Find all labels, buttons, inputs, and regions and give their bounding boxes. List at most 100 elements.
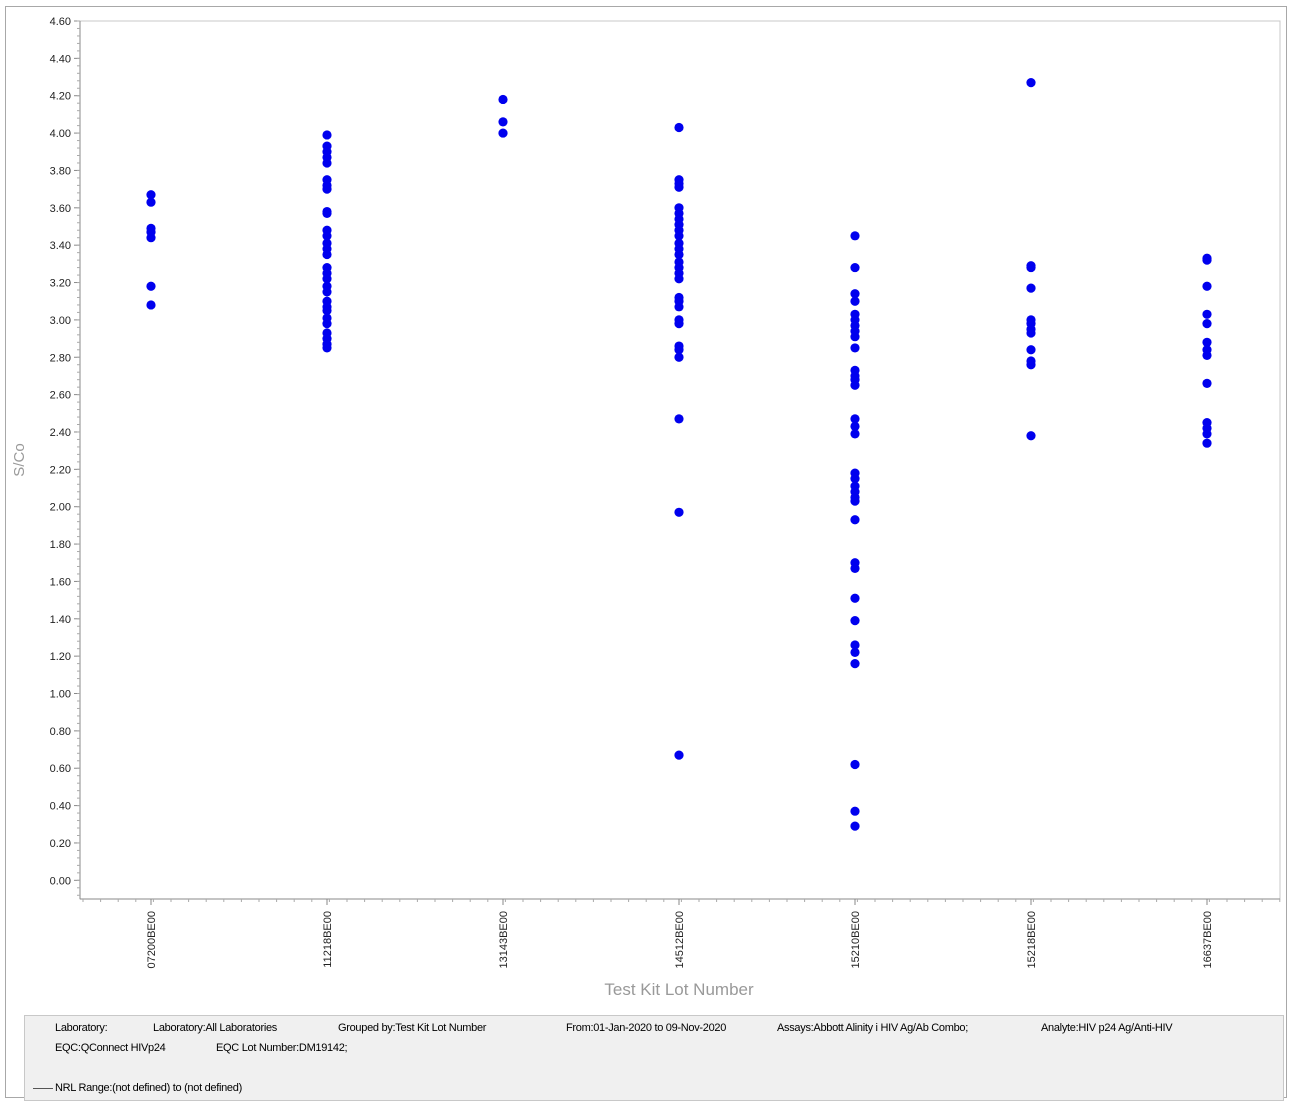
y-axis: 0.00 0.20 0.40 0.60 0.80 1.00 1.20 1.40 1.60 1.80… xyxy=(50,16,81,899)
analyte-text: Analyte:HIV p24 Ag/Anti-HIV xyxy=(1041,1022,1173,1034)
y-tick-label: 2.00 xyxy=(50,502,71,514)
data-point xyxy=(674,319,684,329)
data-point xyxy=(850,515,860,525)
data-point xyxy=(1202,319,1212,329)
y-tick-label: 4.40 xyxy=(50,53,71,65)
data-point xyxy=(322,343,332,353)
data-point xyxy=(1026,328,1036,338)
y-tick-label: 3.60 xyxy=(50,203,71,215)
data-point xyxy=(850,821,860,831)
data-point xyxy=(850,659,860,669)
x-axis-label: Test Kit Lot Number xyxy=(604,980,754,999)
data-point xyxy=(850,421,860,431)
data-point xyxy=(674,414,684,424)
nrl-range-text: NRL Range:(not defined) to (not defined) xyxy=(55,1082,242,1094)
x-tick-label: 13143BE00 xyxy=(498,911,510,969)
data-point xyxy=(1026,283,1036,293)
data-point xyxy=(850,380,860,390)
data-point xyxy=(322,274,332,284)
x-tick-label: 15210BE00 xyxy=(850,911,862,969)
y-tick-label: 3.00 xyxy=(50,315,71,327)
data-point xyxy=(850,414,860,424)
data-point xyxy=(146,281,156,291)
data-point xyxy=(850,759,860,770)
data-point xyxy=(1202,350,1212,360)
data-point xyxy=(850,231,860,241)
data-point xyxy=(1026,262,1036,273)
data-point xyxy=(674,507,684,517)
data-point xyxy=(850,429,860,439)
eqc-lot-text: EQC Lot Number:DM19142; xyxy=(216,1042,348,1054)
x-tick-label: 16637BE00 xyxy=(1202,911,1214,969)
scatter-chart: 0.00 0.20 0.40 0.60 0.80 1.00 1.20 1.40 1.60 1.80… xyxy=(11,16,1281,999)
data-point xyxy=(322,231,332,241)
y-tick-label: 4.60 xyxy=(50,16,71,28)
data-point xyxy=(1026,345,1036,355)
y-tick-label: 0.20 xyxy=(50,838,71,850)
data-point xyxy=(1202,309,1212,319)
y-tick-label: 1.80 xyxy=(50,539,71,551)
chart-window: 0.00 0.20 0.40 0.60 0.80 1.00 1.20 1.40 1.60 1.80… xyxy=(5,6,1287,1101)
data-point xyxy=(322,184,332,194)
y-tick-label: 1.00 xyxy=(50,689,71,701)
nrl-range-line-icon xyxy=(33,1088,53,1089)
data-point xyxy=(674,352,684,362)
data-point xyxy=(322,130,332,140)
data-point xyxy=(322,287,332,297)
data-point xyxy=(1026,360,1036,370)
data-point xyxy=(850,289,860,299)
y-tick-label: 3.20 xyxy=(50,278,71,290)
data-point xyxy=(1202,255,1212,265)
data-point xyxy=(674,182,684,192)
data-point xyxy=(322,249,332,260)
data-points xyxy=(146,78,1212,831)
y-tick-label: 2.80 xyxy=(50,352,71,364)
data-point xyxy=(850,647,860,658)
data-point xyxy=(146,190,156,200)
report-legend-panel: Laboratory: Laboratory:All Laboratories … xyxy=(24,1015,1284,1101)
data-point xyxy=(498,128,508,138)
data-point xyxy=(322,319,332,329)
y-tick-label: 0.60 xyxy=(50,763,71,775)
data-point xyxy=(322,305,332,316)
data-point xyxy=(1026,431,1036,441)
data-point xyxy=(498,117,508,127)
data-point xyxy=(1202,281,1212,291)
data-point xyxy=(1202,378,1212,389)
data-point xyxy=(146,300,156,310)
x-tick-label: 15218BE00 xyxy=(1026,911,1038,969)
data-point xyxy=(850,332,860,342)
data-point xyxy=(322,208,332,219)
y-tick-label: 1.40 xyxy=(50,614,71,626)
data-point xyxy=(674,302,684,312)
y-tick-label: 1.60 xyxy=(50,576,71,588)
y-axis-label: S/Co xyxy=(11,443,28,476)
data-point xyxy=(850,593,860,603)
data-point xyxy=(146,233,156,243)
data-point xyxy=(850,496,860,506)
date-range-text: From:01-Jan-2020 to 09-Nov-2020 xyxy=(566,1022,727,1034)
data-point xyxy=(850,474,860,484)
data-point xyxy=(146,197,156,207)
y-tick-label: 2.60 xyxy=(50,390,71,402)
data-point xyxy=(1026,78,1036,88)
data-point xyxy=(850,262,860,273)
x-tick-label: 14512BE00 xyxy=(674,911,686,969)
y-tick-label: 4.00 xyxy=(50,128,71,140)
data-point xyxy=(674,122,684,133)
data-point xyxy=(850,640,860,650)
eqc-text: EQC:QConnect HIVp24 xyxy=(55,1042,166,1054)
y-tick-label: 3.80 xyxy=(50,165,71,177)
data-point xyxy=(1202,429,1212,439)
data-point xyxy=(850,296,860,306)
y-tick-label: 1.20 xyxy=(50,651,71,663)
y-tick-label: 0.80 xyxy=(50,726,71,738)
y-tick-label: 3.40 xyxy=(50,240,71,252)
laboratory-label: Laboratory: xyxy=(55,1022,108,1034)
y-tick-label: 2.40 xyxy=(50,427,71,439)
y-tick-label: 0.00 xyxy=(50,875,71,887)
data-point xyxy=(498,94,508,105)
x-tick-label: 07200BE00 xyxy=(146,911,158,969)
data-point xyxy=(674,345,684,355)
data-point xyxy=(850,343,860,353)
